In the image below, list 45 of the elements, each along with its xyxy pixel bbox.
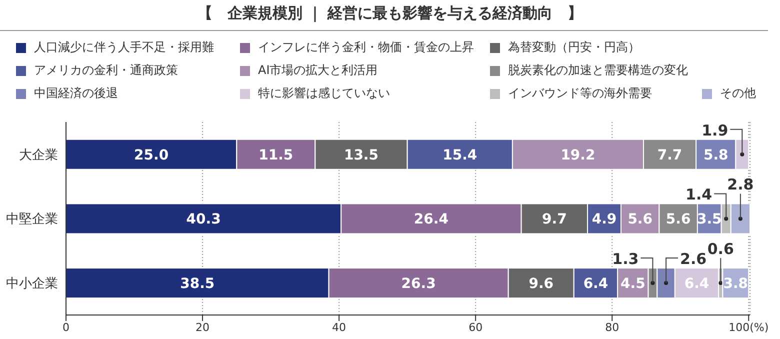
x-tick-label: 80	[605, 320, 620, 334]
x-tick-label: 40	[332, 320, 346, 334]
data-label: 38.5	[180, 276, 215, 292]
data-label: 3.8	[723, 276, 748, 292]
data-label: 9.7	[542, 212, 567, 228]
legend-label: インバウンド等の海外需要	[507, 85, 652, 102]
data-label: 4.5	[620, 276, 646, 292]
legend-label: 為替変動（円安・円高）	[507, 39, 640, 56]
data-label: 13.5	[344, 147, 379, 164]
legend-label: 特に影響は感じていない	[257, 85, 390, 102]
data-label: 1.9	[702, 121, 728, 140]
data-label: 26.3	[401, 276, 436, 292]
x-tick-label: 20	[196, 320, 210, 334]
chart-title: 【 企業規模別 ｜ 経営に最も影響を与える経済動向 】	[196, 4, 584, 23]
x-tick-label: 100(%)	[728, 320, 769, 334]
legend-label: AI市場の拡大と利活用	[257, 62, 378, 79]
data-label: 0.6	[707, 240, 734, 258]
data-label: 5.6	[666, 212, 691, 228]
x-tick-label: 60	[468, 320, 483, 334]
legend-label: 脱炭素化の加速と需要構造の変化	[507, 62, 688, 79]
data-label: 26.4	[414, 212, 449, 228]
data-label: 15.4	[442, 147, 478, 164]
legend-label: 中国経済の後退	[33, 85, 118, 102]
data-label: 40.3	[186, 212, 221, 228]
data-label: 2.6	[680, 250, 707, 268]
data-label: 9.6	[528, 276, 554, 292]
x-tick-label: 0	[62, 320, 70, 334]
legend-label: アメリカの金利・通商政策	[33, 62, 178, 79]
data-label: 7.7	[657, 147, 682, 164]
legend-label: インフレに伴う金利・物価・賃金の上昇	[257, 39, 474, 56]
data-label: 2.8	[727, 176, 754, 194]
data-label: 6.4	[583, 276, 608, 292]
data-label: 5.8	[703, 147, 728, 164]
legend-label: 人口減少に伴う人手不足・採用難	[33, 39, 214, 56]
data-label: 1.4	[686, 186, 712, 204]
data-label: 11.5	[258, 147, 294, 164]
y-tick-label: 大企業	[19, 148, 58, 163]
data-label: 5.6	[628, 212, 652, 228]
data-label: 25.0	[134, 147, 169, 164]
data-label: 19.2	[560, 147, 596, 164]
y-tick-label: 中小企業	[6, 276, 58, 292]
legend-label: その他	[719, 85, 756, 102]
data-label: 1.3	[612, 250, 639, 268]
y-tick-label: 中堅企業	[6, 212, 58, 228]
data-label: 4.9	[592, 212, 617, 228]
